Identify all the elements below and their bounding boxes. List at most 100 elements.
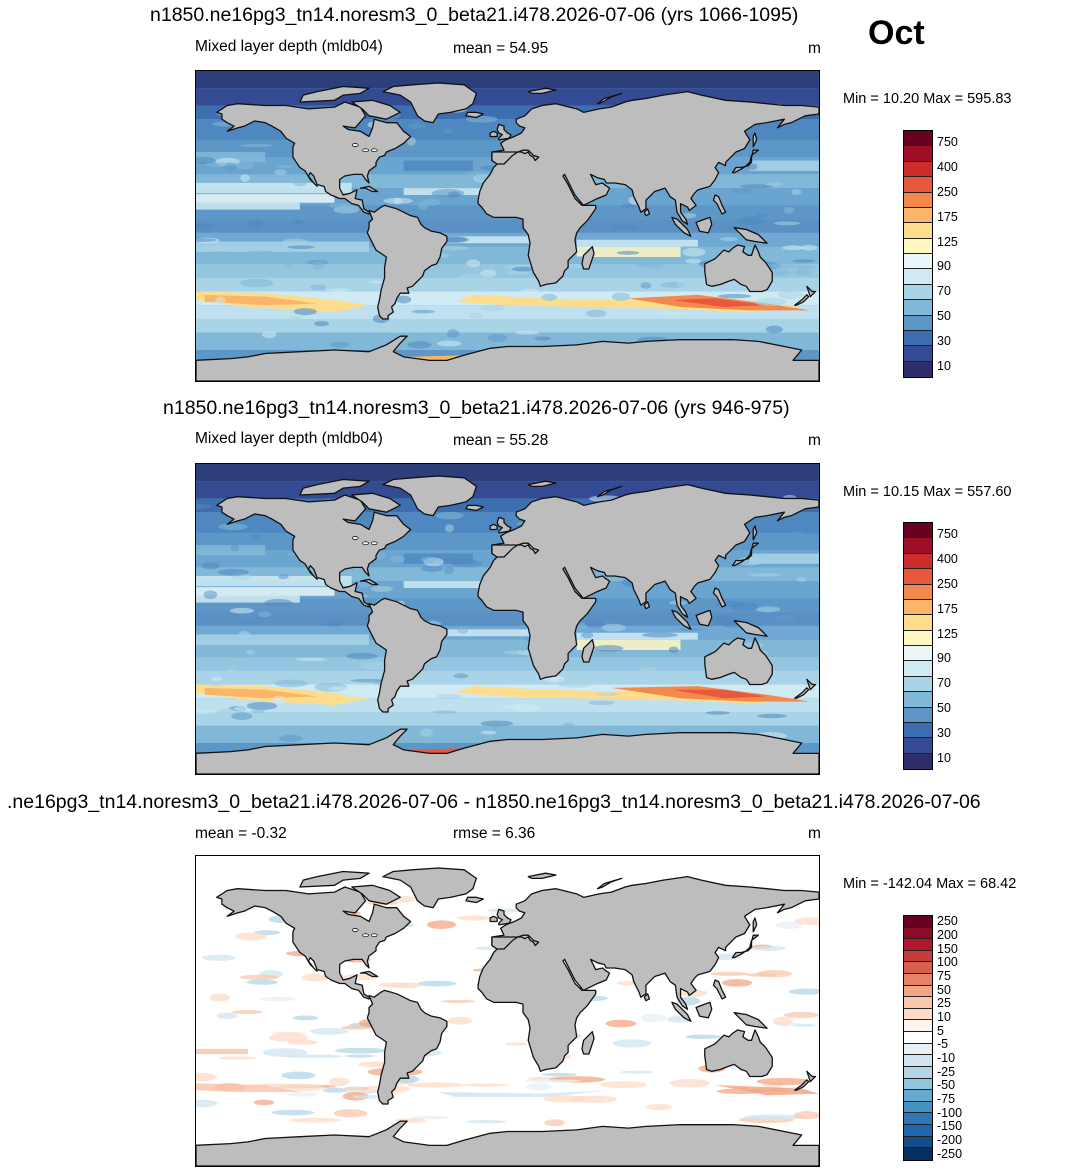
field-texture — [749, 573, 782, 577]
diff-texture — [569, 1095, 618, 1103]
diff-texture — [646, 1103, 672, 1111]
field-texture — [225, 668, 236, 674]
field-streak — [749, 160, 819, 171]
field-texture — [796, 684, 812, 689]
field-texture — [247, 250, 274, 254]
lake — [370, 541, 378, 546]
field-texture — [419, 728, 433, 737]
field-texture — [370, 585, 394, 592]
field-streak — [196, 182, 352, 194]
land-south-america — [366, 204, 448, 320]
colorbar-swatch — [904, 1101, 932, 1114]
land-north-america — [216, 101, 412, 215]
colorbar-label: 250 — [937, 577, 958, 591]
land-british-isles — [496, 516, 512, 534]
colorbar-swatch — [904, 523, 932, 539]
diff-texture — [462, 1083, 509, 1087]
diff-texture — [268, 1033, 309, 1042]
diff-texture — [447, 1016, 473, 1025]
field-texture — [755, 606, 781, 613]
field-texture — [685, 258, 701, 264]
field-texture — [541, 293, 558, 302]
colorbar-label: 250 — [937, 185, 958, 199]
field-streak — [196, 241, 370, 252]
diff-texture — [744, 1114, 804, 1121]
colorbar-label: 50 — [937, 982, 951, 997]
land-greenland — [382, 867, 478, 909]
field-texture — [705, 711, 731, 715]
diff-texture — [253, 1099, 275, 1106]
field-texture — [446, 329, 460, 338]
field-texture — [282, 238, 308, 246]
field-texture — [656, 311, 690, 316]
land-philippines — [712, 587, 727, 608]
colorbar-label: 10 — [937, 1010, 951, 1025]
colorbar-label: 10 — [937, 358, 951, 373]
colorbar-swatch — [904, 1078, 932, 1091]
panel-3-colorbar: 250 200 150 100 75 50 25 10 5 -5 -10 -25 -50 -75 -100-… — [903, 914, 1023, 1161]
land-madagascar — [581, 639, 595, 663]
land-new-guinea — [733, 620, 768, 637]
field-texture — [480, 305, 505, 311]
land-japan — [731, 934, 760, 959]
field-texture — [502, 650, 537, 655]
land-australia — [704, 1029, 773, 1078]
land-australia — [704, 637, 773, 686]
diff-texture — [605, 1019, 637, 1028]
field-streak — [196, 594, 300, 603]
land-ireland — [489, 130, 498, 138]
land-baffin-island — [351, 884, 401, 905]
colorbar-swatch — [904, 676, 932, 693]
field-texture — [487, 333, 508, 342]
colorbar-swatch — [904, 939, 932, 951]
field-texture — [754, 297, 787, 307]
field-texture — [585, 309, 607, 318]
colorbar-swatch — [904, 722, 932, 739]
diff-texture — [216, 1012, 238, 1020]
field-texture — [796, 265, 816, 269]
colorbar-swatch — [904, 569, 932, 585]
panel-2-map-svg — [196, 464, 819, 774]
field-texture — [411, 309, 435, 314]
field-texture — [215, 296, 226, 305]
diff-texture — [328, 1077, 350, 1087]
panel-3-colorbar-swatches — [903, 915, 933, 1161]
diff-texture — [239, 974, 280, 980]
diff-texture — [793, 1111, 819, 1120]
colorbar-label: -150 — [937, 1119, 963, 1134]
field-texture — [604, 679, 620, 686]
field-texture — [314, 321, 329, 327]
lake — [362, 933, 369, 938]
land-japan — [731, 149, 760, 174]
field-texture — [276, 164, 295, 169]
panel-2-map — [195, 463, 820, 775]
colorbar-swatch — [904, 346, 932, 362]
field-texture — [264, 598, 293, 607]
field-texture — [229, 607, 254, 614]
high-mld-region — [671, 689, 768, 699]
field-texture — [719, 237, 738, 242]
land — [196, 475, 819, 774]
lake — [362, 148, 369, 153]
field-texture — [459, 273, 494, 281]
field-texture — [676, 280, 708, 289]
field-texture — [217, 568, 249, 576]
colorbar-label: 25 — [937, 996, 951, 1011]
field-texture — [261, 331, 277, 339]
field-texture — [421, 556, 437, 564]
diff-texture — [301, 973, 330, 982]
field-streak — [438, 236, 543, 244]
panel-3-title: .ne16pg3_tn14.noresm3_0_beta21.i478.2026… — [7, 791, 981, 813]
panel-3-units: m — [808, 825, 821, 842]
colorbar-label: 50 — [937, 309, 951, 323]
panel-1-map — [195, 70, 820, 382]
colorbar-swatch — [904, 254, 932, 270]
land-madagascar — [581, 1031, 595, 1055]
colorbar-label: 400 — [937, 160, 958, 175]
colorbar-label: 30 — [937, 333, 951, 348]
field-texture — [247, 220, 264, 229]
field-texture — [196, 503, 212, 510]
lake — [351, 536, 359, 540]
diff-texture — [685, 1034, 721, 1039]
diff-texture — [235, 932, 267, 941]
